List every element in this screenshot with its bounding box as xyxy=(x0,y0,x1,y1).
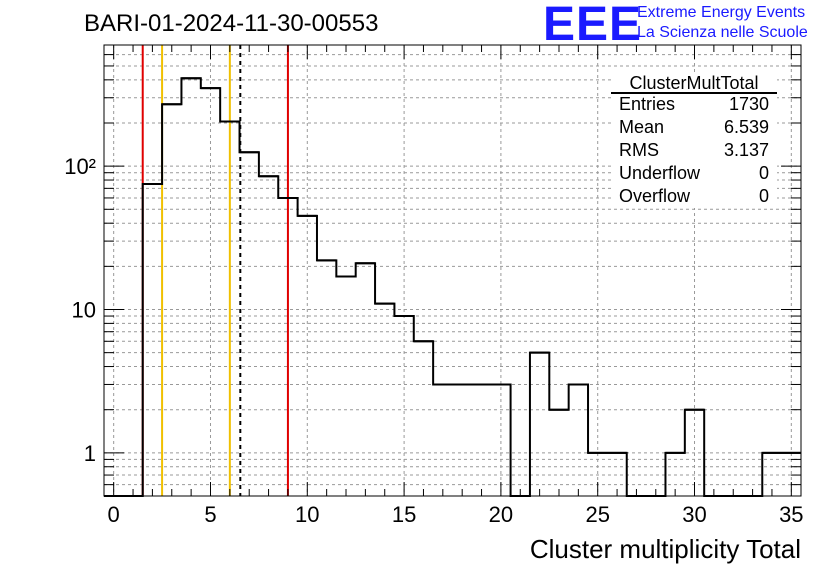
plot-frame xyxy=(103,44,802,497)
stats-box-bg xyxy=(611,73,777,208)
x-tick-label: 25 xyxy=(585,502,609,527)
stats-label: Overflow xyxy=(619,186,691,206)
stats-label: Underflow xyxy=(619,163,701,183)
x-tick-label: 35 xyxy=(779,502,803,527)
stats-label: Entries xyxy=(619,94,675,114)
eee-logo-line1: Extreme Energy Events xyxy=(637,4,806,21)
x-tick-label: 0 xyxy=(108,502,120,527)
eee-logo: EEE xyxy=(543,0,643,51)
x-tick-label: 30 xyxy=(682,502,706,527)
stats-value: 6.539 xyxy=(724,117,769,137)
stats-value: 3.137 xyxy=(724,140,769,160)
x-tick-label: 10 xyxy=(295,502,319,527)
eee-logo-line2: La Scienza nelle Scuole xyxy=(637,24,808,41)
run-title: BARI-01-2024-11-30-00553 xyxy=(84,10,379,37)
x-tick-label: 20 xyxy=(489,502,513,527)
x-axis-label: Cluster multiplicity Total xyxy=(530,534,801,564)
stats-label: Mean xyxy=(619,117,664,137)
x-tick-label: 15 xyxy=(392,502,416,527)
stats-box-title: ClusterMultTotal xyxy=(629,73,758,93)
x-tick-label: 5 xyxy=(204,502,216,527)
axes: 0 5 10 15 20 25 30 35 1 10 10² Cluster multiplicity… xyxy=(64,44,804,564)
y-tick-label: 10² xyxy=(64,154,96,179)
y-tick-label: 1 xyxy=(84,441,96,466)
stats-label: RMS xyxy=(619,140,659,160)
stats-value: 1730 xyxy=(729,94,769,114)
y-tick-label: 10 xyxy=(72,297,96,322)
stats-value: 0 xyxy=(759,186,769,206)
marker-lines xyxy=(141,45,289,496)
stats-value: 0 xyxy=(759,163,769,183)
